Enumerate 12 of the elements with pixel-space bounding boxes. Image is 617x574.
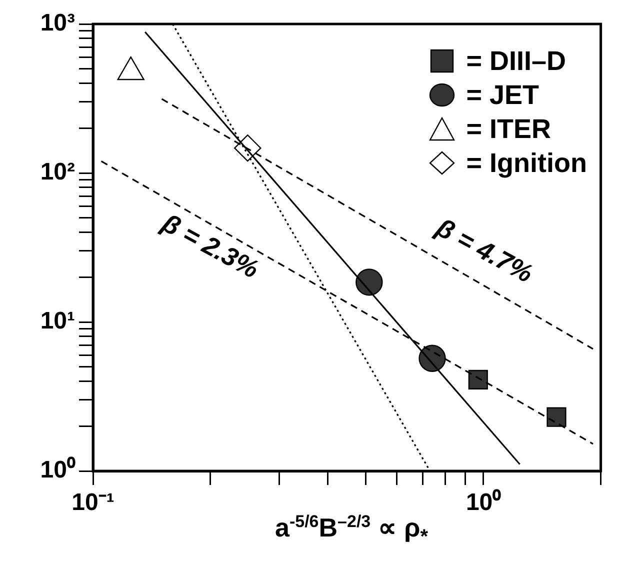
legend-label: = JET <box>466 79 540 112</box>
annotation: β = 4.7% <box>430 212 538 289</box>
y-tick-label: 10⁰ <box>40 456 76 484</box>
annotation: β = 2.3% <box>156 207 264 284</box>
x-tick-label: 10⁻¹ <box>72 489 114 516</box>
legend-label: = Ignition <box>466 147 587 180</box>
y-tick-label: 10² <box>40 158 76 186</box>
legend-label: = ITER <box>466 113 552 146</box>
x-axis-title: a$^{-5/6}$B$^{–2/3}$ ∝ ρ$_{*}$ <box>275 512 428 548</box>
y-tick-label: 10³ <box>40 10 76 37</box>
y-tick-label: 10¹ <box>40 308 76 335</box>
legend-label: = DIII–D <box>466 45 566 78</box>
